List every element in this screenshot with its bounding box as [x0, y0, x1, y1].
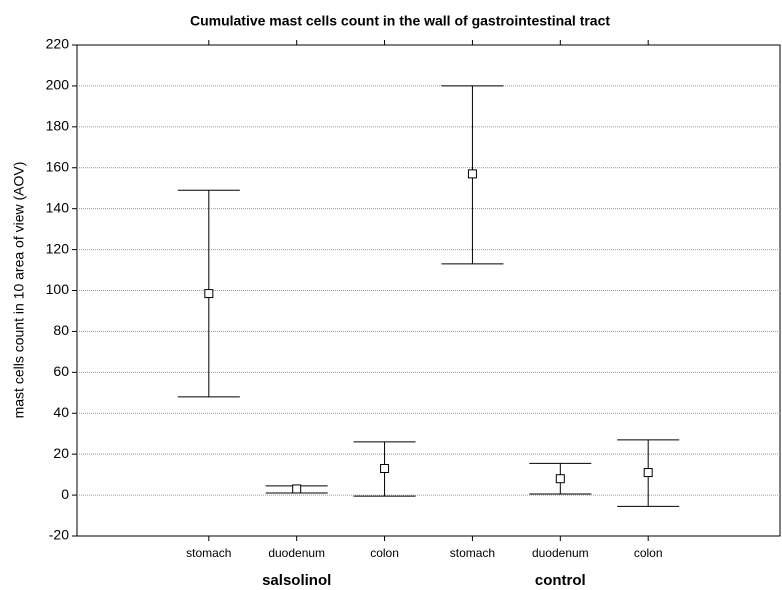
y-tick-label: -20 [49, 527, 69, 543]
x-tick-label: duodenum [532, 546, 589, 560]
y-tick-label: 160 [46, 158, 70, 174]
y-tick-label: 200 [46, 77, 70, 93]
mean-marker [467, 169, 477, 179]
y-tick-label: 60 [53, 363, 69, 379]
group-label: control [535, 572, 586, 589]
y-tick-label: 180 [46, 118, 70, 134]
y-tick-label: 140 [46, 199, 70, 215]
mean-marker [555, 474, 565, 484]
y-tick-label: 0 [61, 486, 69, 502]
y-tick-label: 100 [46, 281, 70, 297]
x-tick-label: colon [370, 546, 399, 560]
y-tick-label: 80 [53, 322, 69, 338]
chart-title: Cumulative mast cells count in the wall … [190, 13, 610, 29]
x-tick-label: stomach [186, 546, 231, 560]
x-tick-label: colon [634, 546, 663, 560]
mean-marker [292, 484, 302, 494]
y-tick-label: 40 [53, 404, 69, 420]
mean-marker [380, 463, 390, 473]
x-tick-label: stomach [450, 546, 495, 560]
x-tick-label: duodenum [268, 546, 325, 560]
group-label: salsolinol [262, 572, 331, 589]
y-tick-label: 220 [46, 36, 70, 52]
y-axis-label: mast cells count in 10 area of view (AOV… [11, 162, 27, 419]
mean-marker [204, 289, 214, 299]
y-tick-label: 20 [53, 445, 69, 461]
mean-marker [643, 468, 653, 478]
y-tick-label: 120 [46, 240, 70, 256]
